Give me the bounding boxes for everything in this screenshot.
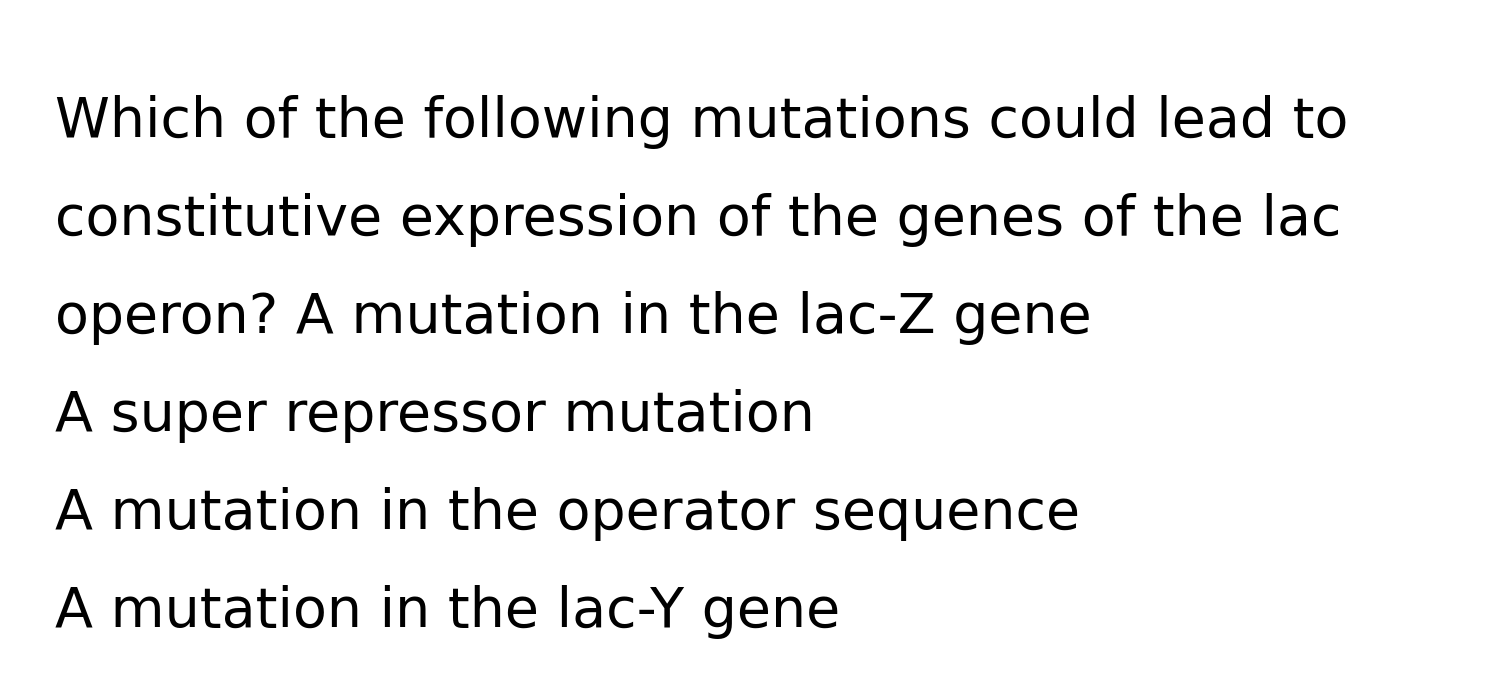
- Text: Which of the following mutations could lead to: Which of the following mutations could l…: [56, 95, 1348, 149]
- Text: A mutation in the operator sequence: A mutation in the operator sequence: [56, 487, 1080, 541]
- Text: A super repressor mutation: A super repressor mutation: [56, 389, 814, 443]
- Text: constitutive expression of the genes of the lac: constitutive expression of the genes of …: [56, 193, 1341, 247]
- Text: operon? A mutation in the lac-Z gene: operon? A mutation in the lac-Z gene: [56, 291, 1092, 345]
- Text: A mutation in the lac-Y gene: A mutation in the lac-Y gene: [56, 585, 840, 639]
